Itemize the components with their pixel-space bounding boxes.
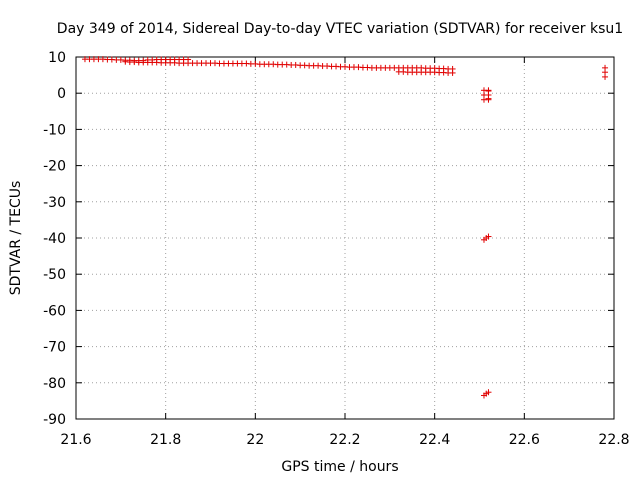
- y-tick-label: -70: [43, 340, 66, 356]
- data-points: [81, 56, 609, 399]
- chart-title: Day 349 of 2014, Sidereal Day-to-day VTE…: [57, 21, 623, 37]
- data-point: [485, 88, 492, 95]
- x-tick-label: 22.6: [509, 432, 540, 448]
- y-tick-label: -10: [43, 122, 66, 138]
- x-tick-label: 21.8: [150, 432, 181, 448]
- grid-lines: [76, 57, 614, 419]
- y-tick-labels: 10 0 -10 -20 -30 -40 -50 -60 -70 -80 -90: [43, 50, 66, 428]
- data-point: [602, 73, 609, 80]
- data-point: [449, 69, 456, 76]
- x-tick-labels: 21.6 21.8 22 22.2 22.4 22.6 22.8: [60, 432, 629, 448]
- data-point: [485, 95, 492, 102]
- y-tick-label: -80: [43, 376, 66, 392]
- y-tick-label: -50: [43, 267, 66, 283]
- y-tick-label: -90: [43, 412, 66, 428]
- y-tick-label: -60: [43, 303, 66, 319]
- y-tick-label: -40: [43, 231, 66, 247]
- y-tick-label: 10: [48, 50, 66, 66]
- data-point: [485, 233, 492, 240]
- data-point: [485, 389, 492, 396]
- x-tick-label: 21.6: [60, 432, 91, 448]
- x-tick-label: 22: [246, 432, 264, 448]
- x-tick-label: 22.4: [419, 432, 450, 448]
- y-tick-label: -30: [43, 195, 66, 211]
- x-tick-label: 22.2: [329, 432, 360, 448]
- y-axis-label: SDTVAR / TECUs: [8, 181, 24, 296]
- y-tick-label: 0: [57, 86, 66, 102]
- y-tick-label: -20: [43, 159, 66, 175]
- x-tick-label: 22.8: [598, 432, 629, 448]
- x-axis-label: GPS time / hours: [281, 459, 398, 475]
- plot-frame: [75, 56, 615, 420]
